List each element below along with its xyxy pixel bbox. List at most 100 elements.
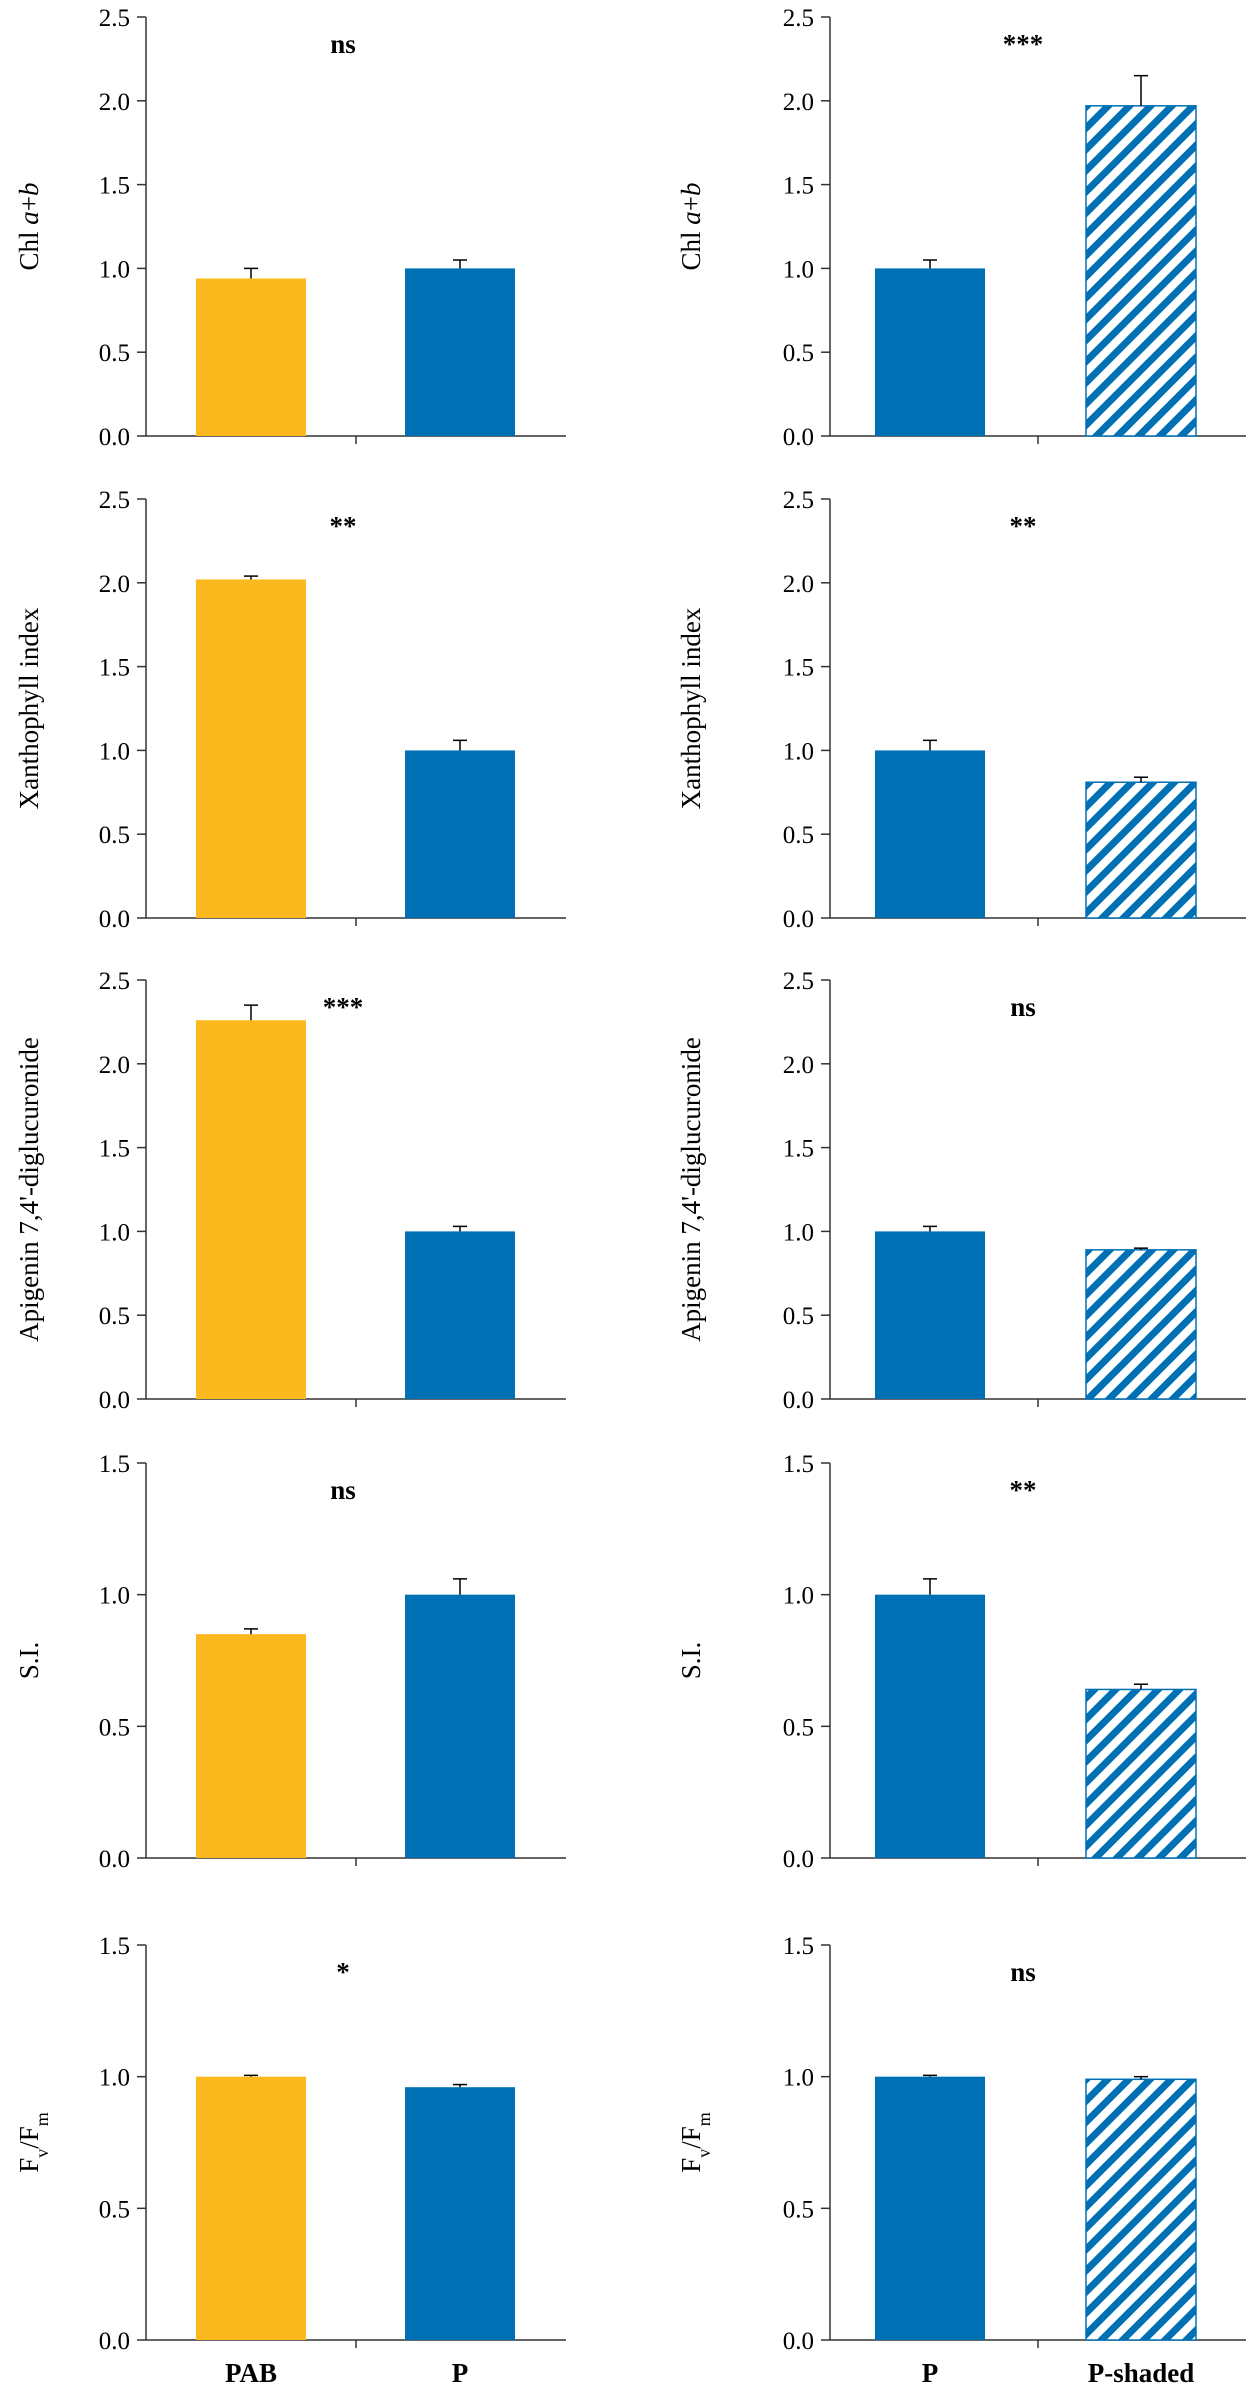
y-axis-label-part: /F [676, 2126, 706, 2149]
y-axis-label-part: Apigenin 7,4'-diglucuronide [676, 1037, 706, 1342]
y-tick-label: 2.0 [783, 1052, 814, 1079]
y-tick-label: 1.0 [783, 2065, 814, 2092]
x-tick-label: P [452, 2358, 469, 2388]
y-tick-label: 0.5 [99, 340, 130, 367]
bar-p-shaded [1085, 1249, 1197, 1400]
chart-panel-si-left: 0.0 0.5 1.0 1.5 S.I. ns [14, 1451, 566, 1873]
bar-pab [196, 579, 306, 918]
chart-panel-fvfm-right: 0.0 0.5 1.0 1.5 Fv/Fm ns P P-shaded [676, 1933, 1246, 2388]
y-axis-label-part: a [676, 211, 706, 225]
bar-p-shaded [1085, 2078, 1197, 2341]
y-tick-label: 1.5 [783, 173, 814, 200]
chart-panel-chl-right: 0.0 0.5 1.0 1.5 2.0 2.5 Chl a+b *** [676, 5, 1246, 451]
chart-panel-api-left: 0.0 0.5 1.0 1.5 2.0 2.5 Apigenin 7,4'-diglucur… [14, 968, 566, 1414]
y-tick-label: 0.0 [783, 2328, 814, 2355]
y-tick-label: 2.5 [99, 5, 130, 32]
bar-p [405, 1231, 515, 1399]
y-tick-label: 2.5 [783, 5, 814, 32]
y-tick-label: 0.0 [783, 424, 814, 451]
y-axis-label: Fv/Fm [14, 2112, 52, 2173]
y-axis-label-part: Chl [14, 225, 44, 271]
significance-label: ** [1010, 511, 1037, 541]
y-axis-label-part: + [14, 196, 44, 211]
bar-p [875, 750, 985, 918]
y-axis-label: Chl a+b [14, 183, 44, 271]
y-tick-label: 1.5 [99, 655, 130, 682]
y-tick-label: 0.0 [99, 1387, 130, 1414]
y-tick-label: 1.0 [783, 1583, 814, 1610]
bar-p [405, 2087, 515, 2340]
y-tick-label: 0.5 [783, 1303, 814, 1330]
y-tick-label: 0.5 [99, 1303, 130, 1330]
bar-p-shaded [1085, 1688, 1197, 1859]
y-axis-label-part: Xanthophyll index [676, 607, 706, 809]
y-tick-label: 0.5 [99, 1714, 130, 1741]
y-tick-label: 1.0 [99, 256, 130, 283]
y-axis-label-part: F [676, 2158, 706, 2173]
bar-p [405, 750, 515, 918]
y-tick-label: 0.5 [783, 1714, 814, 1741]
y-axis-label: Apigenin 7,4'-diglucuronide [14, 1037, 44, 1342]
y-tick-label: 2.0 [783, 571, 814, 598]
y-tick-label: 2.5 [783, 487, 814, 514]
y-axis-label-part: b [676, 183, 706, 197]
bar-p-shaded [1085, 105, 1197, 437]
y-axis-label-part: Chl [676, 225, 706, 271]
y-tick-label: 2.5 [99, 487, 130, 514]
bar-p [875, 268, 985, 436]
chart-panel-si-right: 0.0 0.5 1.0 1.5 S.I. ** [676, 1451, 1246, 1873]
bar-pab [196, 278, 306, 436]
y-axis-label: Xanthophyll index [14, 607, 44, 809]
y-tick-label: 0.5 [783, 822, 814, 849]
y-tick-label: 1.5 [783, 1136, 814, 1163]
y-axis-label-part: b [14, 183, 44, 197]
significance-label: ** [330, 511, 357, 541]
y-axis-label-part: + [676, 196, 706, 211]
y-tick-label: 1.5 [99, 1451, 130, 1478]
chart-panel-api-right: 0.0 0.5 1.0 1.5 2.0 2.5 Apigenin 7,4'-diglucur… [676, 968, 1246, 1414]
y-tick-label: 1.0 [99, 1583, 130, 1610]
y-tick-label: 1.0 [783, 1219, 814, 1246]
y-axis-label-part: Xanthophyll index [14, 607, 44, 809]
significance-label: ns [330, 1475, 356, 1505]
y-axis-label-part: a [14, 211, 44, 225]
y-axis-label: Fv/Fm [676, 2112, 714, 2173]
y-tick-label: 1.5 [99, 1136, 130, 1163]
significance-label: ns [1010, 992, 1036, 1022]
y-axis-label-part: /F [14, 2126, 44, 2149]
bar-p [875, 1231, 985, 1399]
y-tick-label: 1.0 [99, 1219, 130, 1246]
y-axis-label-part: m [32, 2112, 52, 2126]
y-tick-label: 1.0 [99, 2065, 130, 2092]
y-tick-label: 1.0 [99, 738, 130, 765]
chart-panel-xan-right: 0.0 0.5 1.0 1.5 2.0 2.5 Xanthophyll index ** [676, 487, 1246, 933]
y-tick-label: 2.0 [99, 1052, 130, 1079]
y-axis-label: S.I. [676, 1642, 706, 1680]
y-tick-label: 0.0 [783, 906, 814, 933]
y-tick-label: 2.5 [783, 968, 814, 995]
y-tick-label: 0.5 [783, 2196, 814, 2223]
y-tick-label: 2.0 [99, 89, 130, 116]
y-tick-label: 1.5 [99, 1933, 130, 1960]
x-tick-label: P-shaded [1088, 2358, 1195, 2388]
y-tick-label: 0.0 [99, 906, 130, 933]
y-axis-label-part: v [694, 2149, 714, 2158]
significance-label: * [336, 1957, 350, 1987]
bar-pab [196, 2076, 306, 2340]
y-axis-label: S.I. [14, 1642, 44, 1680]
y-tick-label: 0.5 [99, 822, 130, 849]
bar-p-shaded [1085, 781, 1197, 919]
y-axis-label: Xanthophyll index [676, 607, 706, 809]
significance-label: ns [330, 29, 356, 59]
bar-p [405, 1594, 515, 1858]
chart-panel-fvfm-left: 0.0 0.5 1.0 1.5 Fv/Fm * PAB P [14, 1933, 566, 2388]
y-tick-label: 0.5 [783, 340, 814, 367]
y-axis-label-part: m [694, 2112, 714, 2126]
y-tick-label: 0.5 [99, 2196, 130, 2223]
y-tick-label: 1.5 [783, 655, 814, 682]
x-tick-label: PAB [225, 2358, 277, 2388]
y-axis-label-part: v [32, 2149, 52, 2158]
y-tick-label: 0.0 [99, 1846, 130, 1873]
x-tick-label: P [922, 2358, 939, 2388]
